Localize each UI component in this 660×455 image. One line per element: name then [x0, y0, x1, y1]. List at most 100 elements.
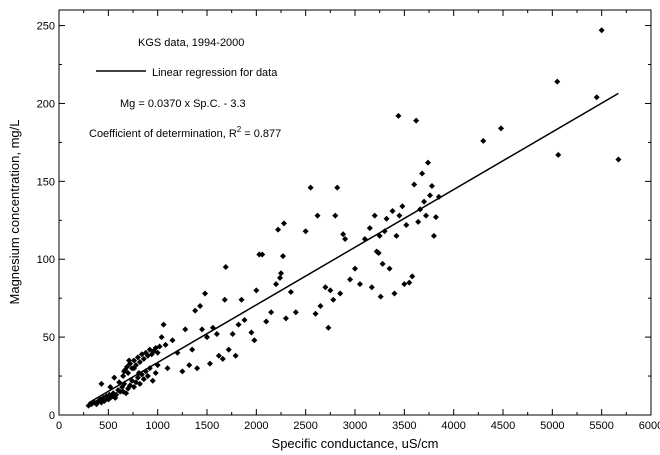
data-point	[156, 343, 163, 350]
data-point	[389, 207, 396, 214]
data-point	[124, 363, 131, 370]
data-point	[130, 365, 137, 372]
x-tick-label: 500	[99, 420, 117, 432]
data-point	[219, 355, 226, 362]
y-axis-title: Magnesium concentration, mg/L	[7, 120, 22, 305]
data-point	[337, 290, 344, 297]
data-point	[325, 324, 332, 331]
data-point	[314, 212, 321, 219]
data-point	[411, 181, 418, 188]
data-point	[186, 362, 193, 369]
data-point	[356, 281, 363, 288]
data-point	[189, 346, 196, 353]
data-point	[182, 326, 189, 333]
annotation-r2: Coefficient of determination, R2 = 0.877	[89, 125, 281, 140]
data-point	[192, 307, 199, 314]
data-point	[149, 377, 156, 384]
y-tick-label: 250	[37, 21, 55, 33]
data-point	[406, 279, 413, 286]
data-point	[391, 290, 398, 297]
data-point	[160, 321, 167, 328]
annotation-data-source: KGS data, 1994-2000	[138, 37, 244, 49]
data-point	[204, 334, 210, 341]
data-point	[347, 276, 354, 283]
x-tick-label: 0	[56, 420, 62, 432]
data-point	[121, 368, 128, 375]
data-point	[123, 390, 130, 397]
data-point	[403, 221, 410, 228]
x-tick-label: 2000	[244, 420, 268, 432]
data-point	[593, 94, 600, 101]
data-point	[268, 309, 275, 316]
data-point	[134, 354, 141, 361]
data-point	[111, 374, 118, 381]
data-point	[330, 296, 337, 303]
data-point	[213, 331, 220, 337]
data-point	[340, 231, 347, 238]
y-tick-label: 50	[43, 332, 55, 344]
data-point	[144, 373, 151, 380]
data-point	[421, 198, 428, 205]
data-point	[215, 352, 222, 359]
data-point	[413, 117, 420, 124]
data-point	[399, 203, 406, 210]
data-point	[342, 235, 349, 242]
data-point	[432, 214, 439, 221]
data-point	[480, 137, 487, 144]
data-point	[158, 334, 165, 341]
data-point	[235, 321, 242, 328]
x-tick-label: 2500	[293, 420, 317, 432]
data-point	[327, 287, 334, 294]
data-point	[419, 170, 426, 177]
data-point	[396, 212, 403, 219]
data-point	[395, 112, 402, 119]
data-point	[615, 156, 622, 163]
data-point	[238, 296, 245, 303]
data-point	[554, 78, 561, 85]
data-point	[179, 368, 186, 375]
data-point	[282, 315, 289, 322]
data-point	[126, 357, 133, 364]
data-point	[415, 218, 422, 225]
data-point	[352, 265, 358, 272]
data-point	[127, 360, 134, 367]
data-point	[248, 329, 255, 336]
data-point	[273, 281, 280, 288]
data-point	[307, 184, 314, 191]
data-point	[379, 260, 386, 267]
data-point	[154, 349, 161, 356]
y-tick-label: 200	[37, 98, 55, 110]
data-point	[426, 192, 433, 199]
data-point	[425, 159, 432, 166]
data-point	[251, 337, 258, 344]
x-axis-title: Specific conductance, uS/cm	[272, 436, 439, 451]
data-point	[383, 215, 390, 222]
data-point	[113, 391, 120, 398]
data-point	[263, 318, 270, 325]
regression-line	[88, 92, 619, 404]
data-point	[598, 27, 605, 34]
data-point	[555, 151, 562, 158]
y-tick-label: 0	[49, 410, 55, 422]
x-tick-label: 3000	[343, 420, 367, 432]
y-tick-label: 150	[37, 176, 55, 188]
data-point	[287, 288, 294, 295]
data-point	[164, 365, 171, 372]
data-point	[423, 212, 430, 219]
data-point	[222, 264, 229, 271]
data-point	[375, 250, 382, 256]
data-point	[317, 302, 324, 309]
data-point	[275, 226, 282, 233]
axis-ticks: 0 500 1000 1500 2000 2500 3000 3500 4000 4500 5000…	[37, 10, 660, 432]
data-point	[232, 352, 239, 359]
data-point	[366, 225, 373, 232]
data-point	[140, 376, 147, 383]
data-point	[130, 357, 137, 364]
data-point	[136, 380, 143, 387]
data-point	[368, 284, 375, 291]
data-point	[206, 360, 213, 367]
data-point	[386, 265, 393, 272]
data-point	[229, 331, 236, 337]
